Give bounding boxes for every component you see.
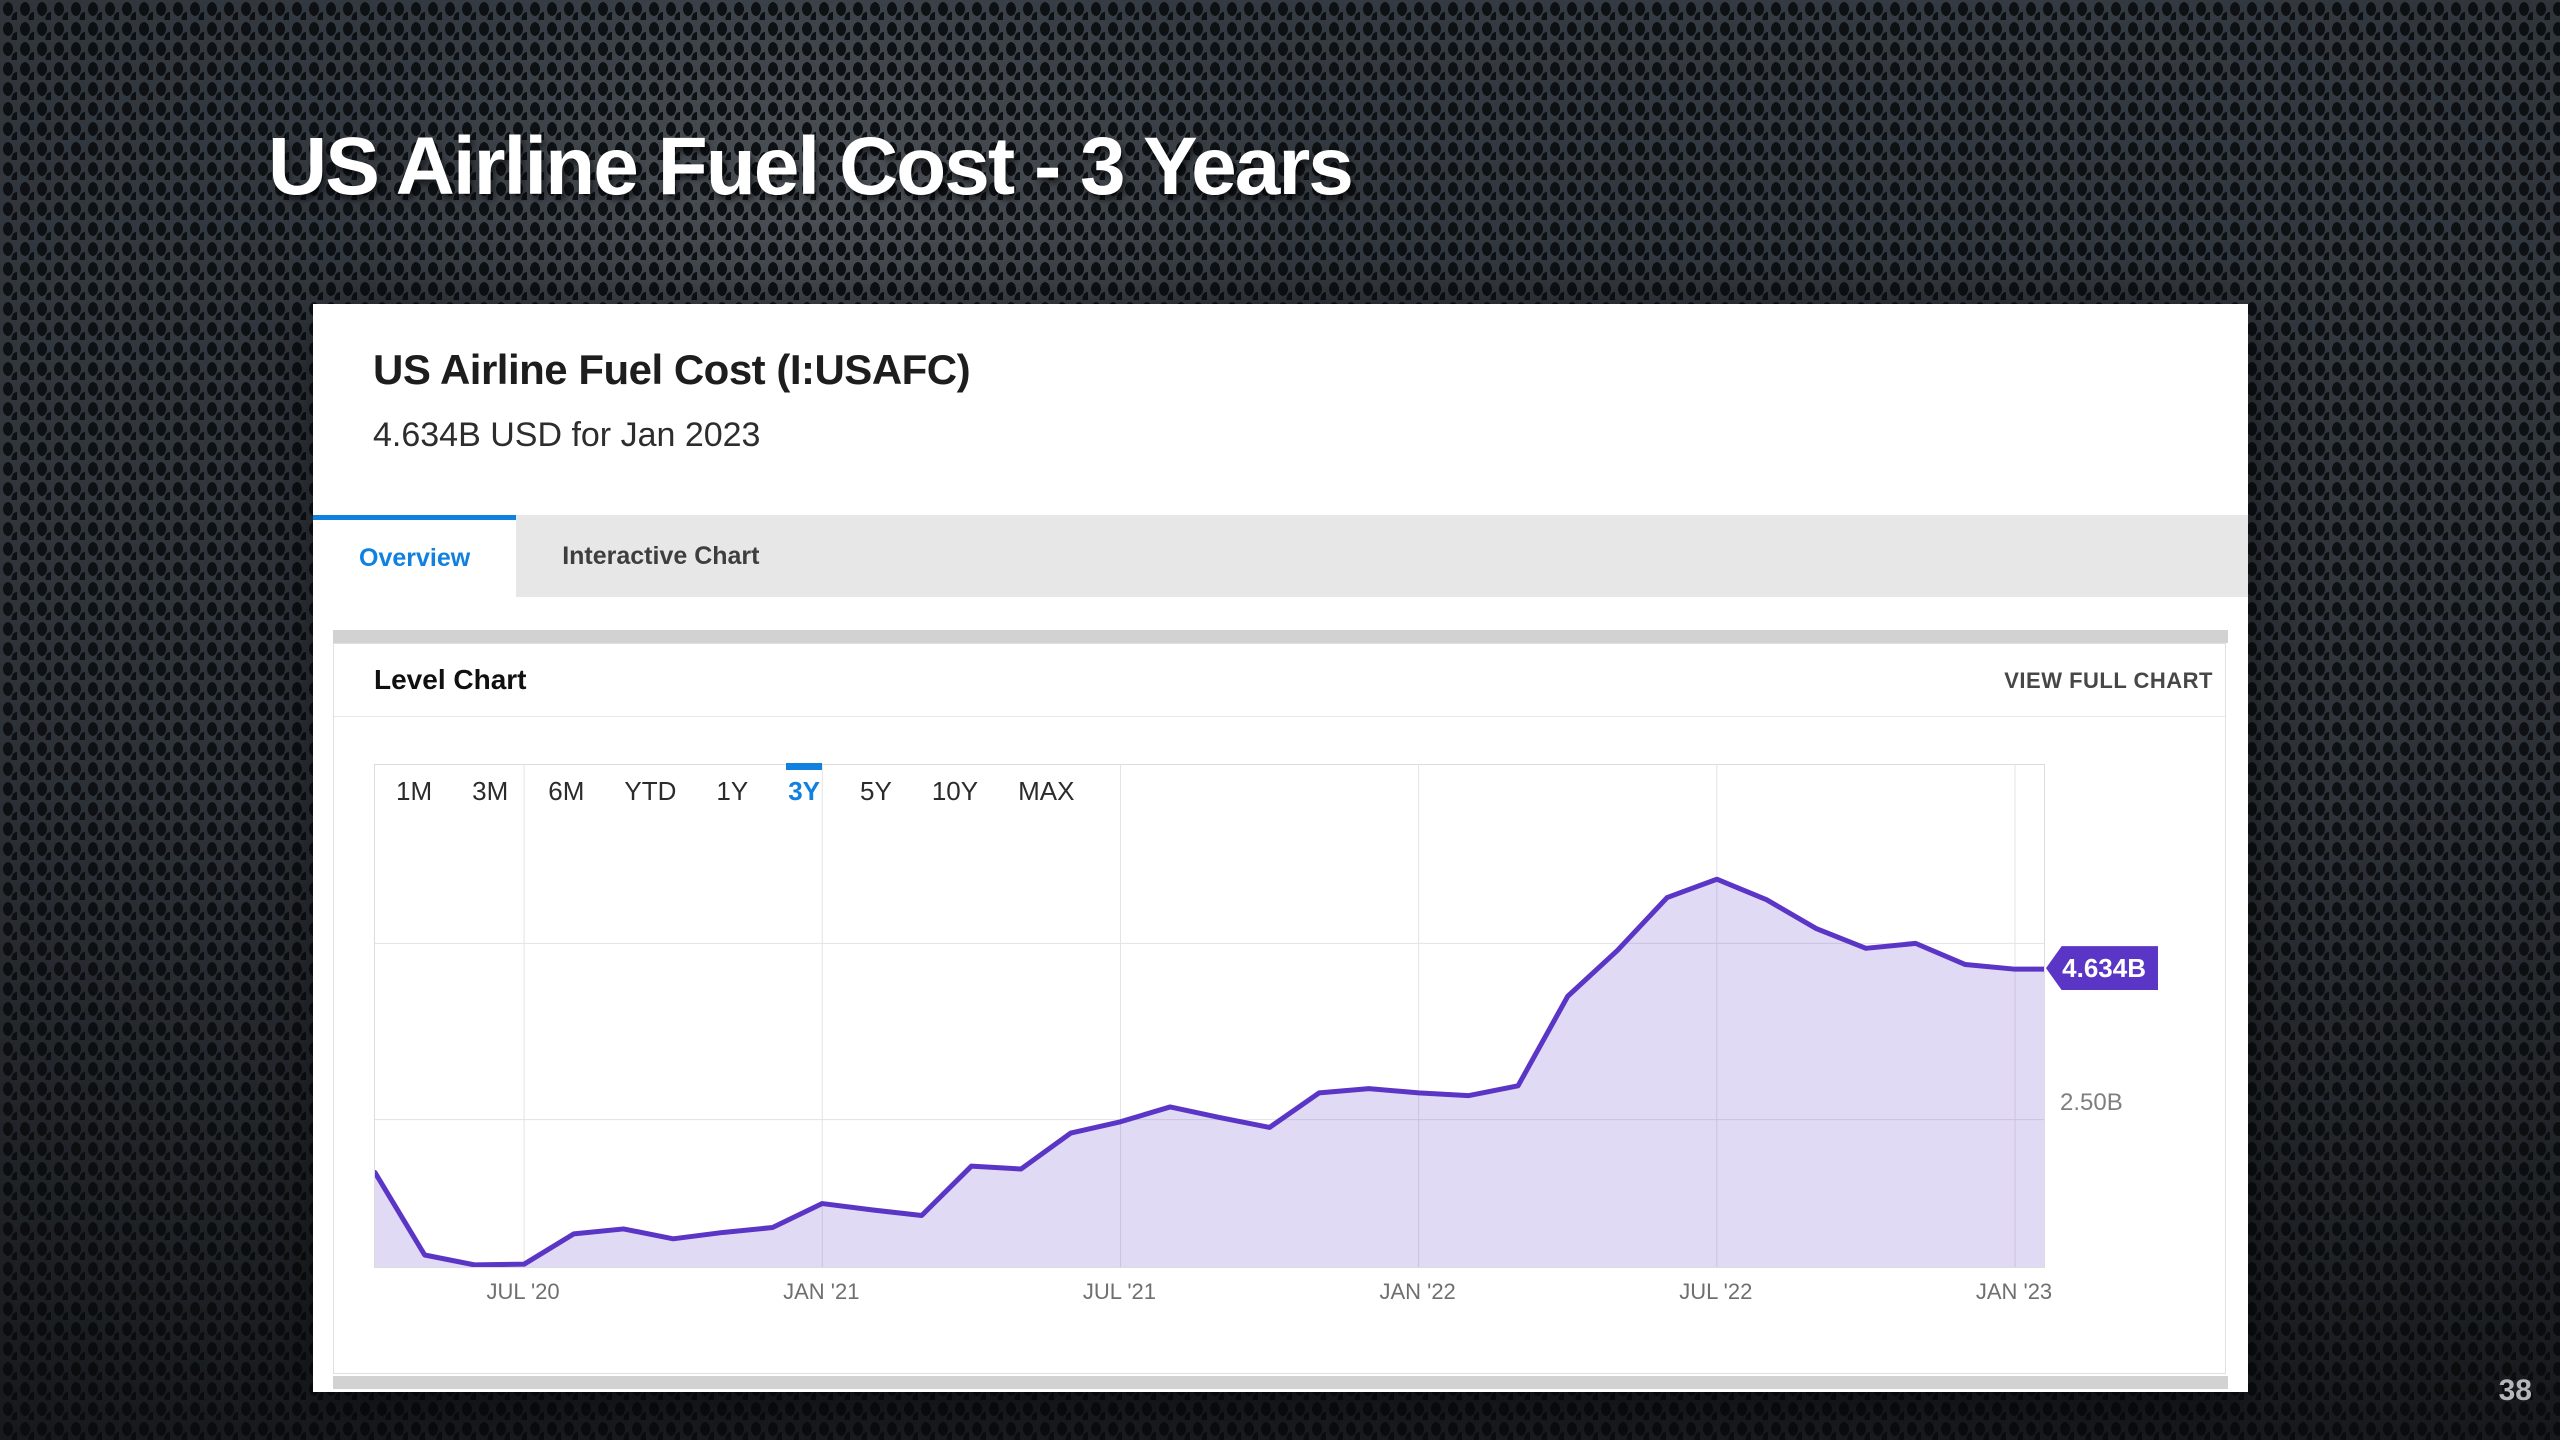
tab-overview[interactable]: Overview xyxy=(313,515,517,597)
widget-heading: US Airline Fuel Cost (I:USAFC) xyxy=(373,346,971,393)
area-chart xyxy=(375,765,2044,1267)
x-axis-label-jan-23: JAN '23 xyxy=(1975,1279,2053,1304)
panel-top-scrollbar[interactable] xyxy=(333,630,2228,643)
level-chart-panel: Level Chart VIEW FULL CHART 1M 3M 6M YTD 1Y 3… xyxy=(333,643,2226,1374)
fuel-cost-widget-card: US Airline Fuel Cost (I:USAFC) 4.634B US… xyxy=(313,304,2248,1392)
tab-bar: Overview Interactive Chart xyxy=(313,515,2248,597)
view-full-chart-link[interactable]: VIEW FULL CHART xyxy=(2004,668,2213,693)
range-button-1y[interactable]: 1Y xyxy=(716,776,749,806)
x-axis-label-jan-21: JAN '21 xyxy=(783,1279,860,1304)
x-axis: JUL '20 JAN '21 JUL '21 JAN '22 JUL '22 JAN '… xyxy=(374,1279,2053,1309)
panel-header: Level Chart VIEW FULL CHART xyxy=(334,644,2225,717)
series-line xyxy=(375,876,2044,1267)
y-axis-tick-label: 2.50B xyxy=(2060,1088,2123,1116)
widget-subheading: 4.634B USD for Jan 2023 xyxy=(373,416,761,454)
x-axis-label-jul-21: JUL '21 xyxy=(1082,1279,1156,1304)
panel-title: Level Chart xyxy=(374,664,527,695)
latest-value-text: 4.634B xyxy=(2062,952,2146,983)
range-button-3m[interactable]: 3M xyxy=(472,776,509,806)
range-button-3y[interactable]: 3Y xyxy=(788,776,820,806)
series-area-fill xyxy=(375,879,2044,1267)
range-button-ytd[interactable]: YTD xyxy=(624,776,677,806)
page-number: 38 xyxy=(2498,1374,2532,1407)
range-button-max[interactable]: MAX xyxy=(1018,776,1075,806)
range-selector: 1M 3M 6M YTD 1Y 3Y 5Y 10Y MAX xyxy=(396,776,1074,807)
tab-interactive-chart[interactable]: Interactive Chart xyxy=(562,541,760,570)
range-button-6m[interactable]: 6M xyxy=(548,776,585,806)
chart-plot-area[interactable] xyxy=(374,764,2045,1268)
x-axis-label-jul-22: JUL '22 xyxy=(1679,1279,1753,1304)
latest-value-badge: 4.634B xyxy=(2046,946,2158,991)
x-axis-label-jul-20: JUL '20 xyxy=(486,1279,560,1304)
range-button-5y[interactable]: 5Y xyxy=(860,776,892,806)
range-button-10y[interactable]: 10Y xyxy=(931,776,979,806)
slide-title: US Airline Fuel Cost - 3 Years xyxy=(268,121,1354,212)
x-axis-label-jan-22: JAN '22 xyxy=(1379,1279,1456,1304)
card-bottom-scrollbar[interactable] xyxy=(333,1376,2228,1389)
range-button-1m[interactable]: 1M xyxy=(396,776,433,806)
